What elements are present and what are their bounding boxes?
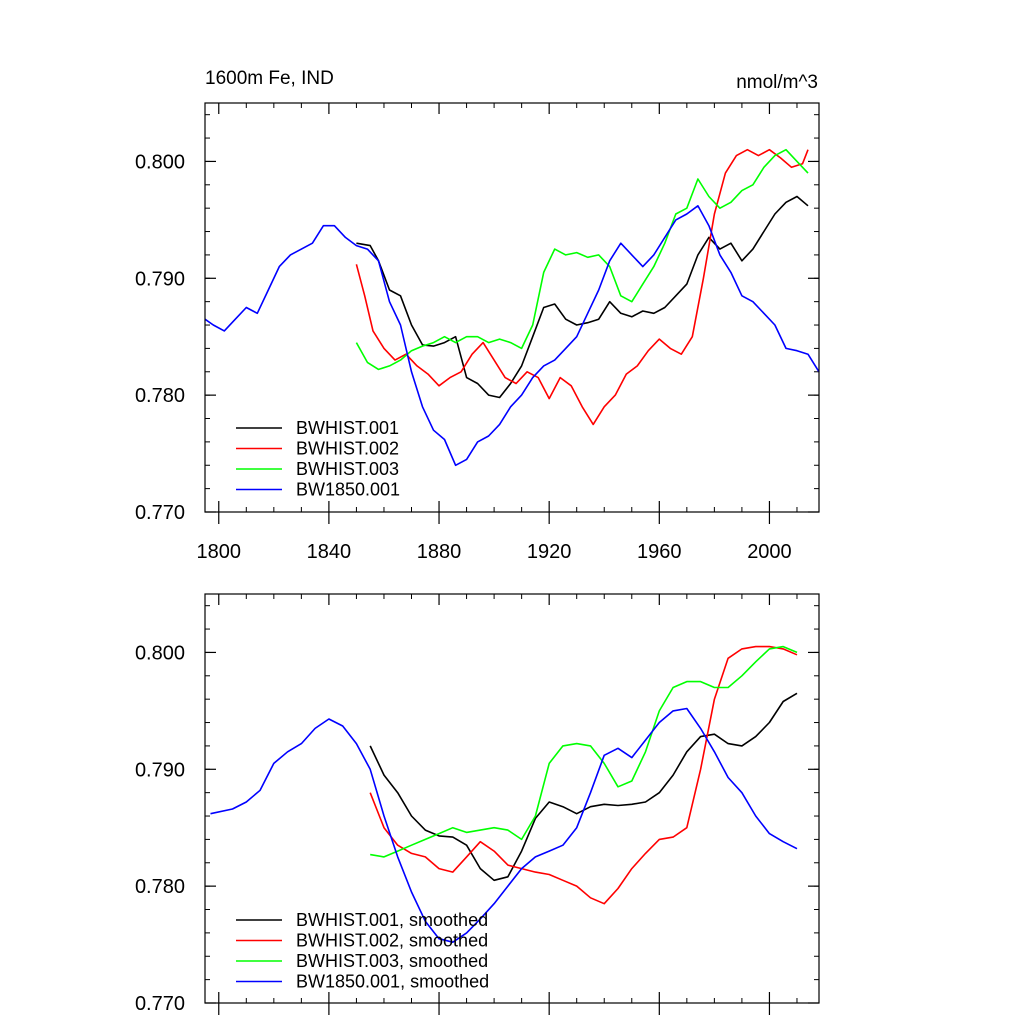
series-line bbox=[370, 645, 798, 858]
y-tick-label: 0.790 bbox=[135, 759, 185, 781]
x-tick-label: 1800 bbox=[197, 541, 242, 563]
chart-title: 1600m Fe, IND bbox=[205, 68, 334, 89]
axis-ticks bbox=[205, 103, 819, 524]
legend-label: BWHIST.003 bbox=[296, 459, 399, 479]
y-tick-label: 0.780 bbox=[135, 876, 185, 898]
series-line bbox=[355, 148, 809, 371]
top-line-chart: 1600m Fe, IND nmol/m^3 0.7700.7800.7900.… bbox=[135, 68, 820, 563]
legend-label: BWHIST.001, smoothed bbox=[296, 910, 488, 930]
series-line bbox=[369, 645, 798, 905]
y-tick-label: 0.780 bbox=[135, 385, 185, 407]
legend-label: BWHIST.003, smoothed bbox=[296, 951, 488, 971]
x-tick-label: 1920 bbox=[527, 541, 572, 563]
series-line bbox=[210, 707, 798, 944]
legend-label: BWHIST.001 bbox=[296, 418, 399, 438]
data-series bbox=[210, 645, 798, 944]
y-axis-tick-labels: 0.770 0.780 0.790 0.800 bbox=[135, 151, 185, 524]
y-axis-tick-labels: 0.770 0.780 0.790 0.800 bbox=[135, 642, 185, 1015]
series-line bbox=[204, 205, 820, 467]
y-tick-label: 0.770 bbox=[135, 502, 185, 524]
legend-label: BWHIST.002, smoothed bbox=[296, 931, 488, 951]
axis-ticks bbox=[205, 594, 819, 1015]
legend-label: BWHIST.002 bbox=[296, 439, 399, 459]
data-series bbox=[204, 148, 820, 467]
series-line bbox=[355, 148, 809, 426]
series-line bbox=[356, 195, 809, 399]
x-tick-label: 1960 bbox=[637, 541, 682, 563]
bottom-line-chart-smoothed: 0.770 0.780 0.790 0.800 BWHIST.001, smoothe… bbox=[135, 593, 820, 1015]
plot-frame bbox=[204, 102, 820, 513]
legend-label: BW1850.001 bbox=[296, 480, 400, 500]
y-tick-label: 0.800 bbox=[135, 151, 185, 173]
x-tick-label: 1840 bbox=[307, 541, 352, 563]
plot-frame bbox=[204, 593, 820, 1004]
x-tick-label: 2000 bbox=[747, 541, 792, 563]
x-tick-label: 1880 bbox=[417, 541, 462, 563]
y-tick-label: 0.800 bbox=[135, 642, 185, 664]
series-line bbox=[369, 692, 798, 882]
x-axis-tick-labels: 1800 1840 1880 1920 1960 2000 bbox=[197, 541, 792, 563]
y-tick-label: 0.770 bbox=[135, 993, 185, 1015]
y-tick-label: 0.790 bbox=[135, 268, 185, 290]
legend-label: BW1850.001, smoothed bbox=[296, 972, 489, 992]
units-label: nmol/m^3 bbox=[736, 72, 818, 93]
